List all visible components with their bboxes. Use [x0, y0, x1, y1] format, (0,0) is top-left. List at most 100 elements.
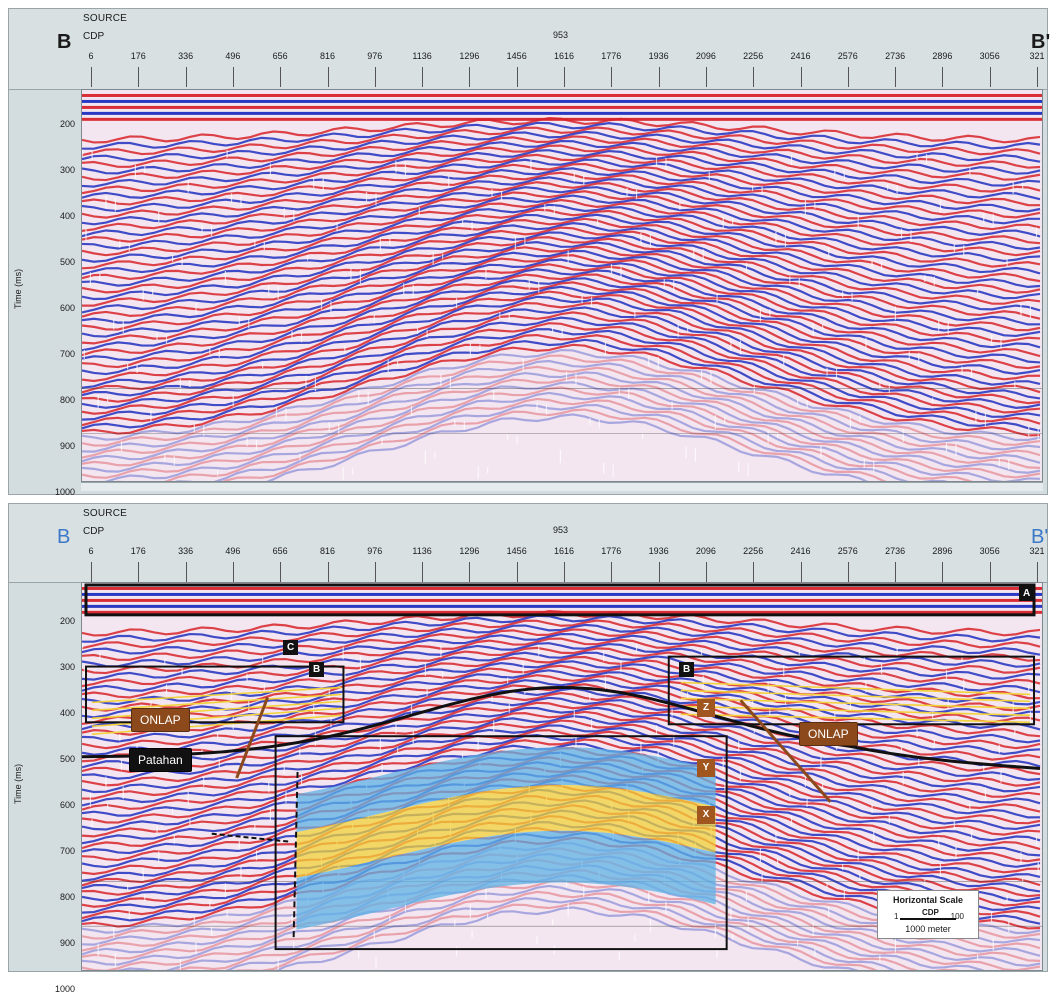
- noise-speck: [826, 367, 828, 376]
- noise-speck: [969, 803, 971, 811]
- cdp-tick-mark: [658, 67, 660, 87]
- cdp-tick-mark: [1037, 562, 1038, 582]
- noise-speck: [336, 223, 338, 232]
- cdp-tick-label: 496: [225, 546, 241, 556]
- reflector-line: [82, 632, 1041, 668]
- noise-speck: [961, 366, 963, 375]
- noise-speck: [262, 657, 264, 664]
- zone-z-blue: [296, 747, 716, 833]
- cdp-tick-mark: [847, 67, 849, 87]
- noise-speck: [953, 243, 955, 253]
- reflector-line: [82, 376, 1041, 469]
- noise-speck: [879, 382, 881, 390]
- noise-speck: [507, 677, 509, 684]
- noise-speck: [834, 713, 836, 721]
- noise-speck: [620, 265, 622, 278]
- reflector-line: [82, 144, 1041, 182]
- noise-speck: [522, 358, 524, 372]
- noise-speck: [797, 398, 799, 405]
- noise-speck: [657, 356, 659, 370]
- noise-speck: [1035, 835, 1038, 846]
- noise-speck: [463, 420, 465, 430]
- noise-speck: [775, 831, 777, 844]
- noise-speck: [246, 438, 248, 447]
- endpoint-left: B: [57, 526, 71, 548]
- noise-speck: [203, 424, 205, 436]
- noise-speck: [127, 884, 129, 891]
- noise-speck: [575, 373, 577, 386]
- box-c-outline: [274, 735, 728, 951]
- time-tick-label: 700: [59, 349, 75, 359]
- noise-speck: [947, 696, 949, 709]
- noise-speck: [83, 668, 85, 678]
- time-tick-label: 300: [59, 662, 75, 672]
- noise-speck: [522, 661, 524, 675]
- horizontal-scrollbar[interactable]: [81, 482, 1043, 491]
- noise-speck: [747, 917, 749, 931]
- noise-speck: [195, 942, 197, 955]
- reflector-line: [82, 190, 1041, 245]
- zone-x-blue: [296, 830, 716, 930]
- noise-speck: [880, 663, 883, 674]
- noise-speck: [397, 360, 399, 367]
- noise-speck: [896, 647, 898, 656]
- noise-speck: [665, 158, 667, 170]
- noise-speck: [955, 846, 957, 859]
- noise-speck: [85, 228, 87, 241]
- reflector-line: [82, 365, 1041, 459]
- noise-speck: [454, 920, 456, 928]
- noise-speck: [275, 407, 278, 418]
- noise-speck: [567, 902, 569, 916]
- noise-speck: [82, 149, 84, 156]
- noise-speck: [455, 946, 458, 957]
- noise-speck: [732, 217, 734, 224]
- noise-speck: [164, 658, 166, 666]
- noise-speck: [144, 166, 146, 174]
- noise-speck: [790, 155, 793, 166]
- noise-speck: [508, 313, 510, 323]
- noise-speck: [604, 341, 607, 356]
- noise-speck: [142, 287, 144, 301]
- reflector-line: [82, 149, 1041, 188]
- time-tick-label: 900: [59, 441, 75, 451]
- noise-speck: [418, 207, 420, 216]
- noise-speck: [945, 442, 948, 453]
- noise-speck: [834, 168, 836, 176]
- noise-speck: [181, 667, 183, 676]
- cdp-tick-label: 2256: [743, 546, 764, 556]
- noise-speck: [990, 911, 993, 922]
- noise-speck: [552, 919, 554, 926]
- noise-speck: [440, 374, 442, 387]
- cdp-tick-label: 816: [319, 546, 336, 556]
- noise-speck: [150, 409, 152, 422]
- noise-speck: [939, 198, 942, 213]
- reflector-line: [82, 674, 1041, 725]
- noise-speck: [947, 321, 949, 335]
- noise-speck: [283, 208, 285, 218]
- noise-speck: [784, 691, 787, 706]
- noise-speck: [285, 791, 287, 804]
- reflector-line: [82, 167, 1041, 213]
- noise-speck: [320, 299, 323, 310]
- reflector-line: [82, 651, 1041, 694]
- noise-speck: [745, 891, 748, 902]
- seismic-section-top: [81, 89, 1043, 482]
- noise-speck: [924, 879, 926, 887]
- noise-speck: [789, 789, 791, 797]
- noise-speck: [210, 226, 213, 237]
- noise-speck: [714, 924, 716, 939]
- noise-speck: [888, 814, 890, 824]
- reflector-line: [82, 348, 1041, 442]
- scale-end: 100: [950, 912, 964, 921]
- seismic-panel-bottom: SOURCE CDP 953 B B' 6 176 336 496 656 816 976 1…: [8, 503, 1048, 994]
- reflector-line: [82, 162, 1041, 207]
- cdp-tick-mark: [469, 67, 471, 87]
- cdp-tick-label: 2576: [837, 51, 858, 61]
- reflector-line: [82, 258, 1041, 338]
- cdp-tick-mark: [564, 67, 565, 87]
- noise-speck: [189, 380, 191, 387]
- time-tick-label: 1000: [54, 487, 75, 497]
- cdp-tick-mark: [658, 562, 660, 582]
- noise-speck: [702, 675, 704, 689]
- noise-speck: [469, 903, 471, 918]
